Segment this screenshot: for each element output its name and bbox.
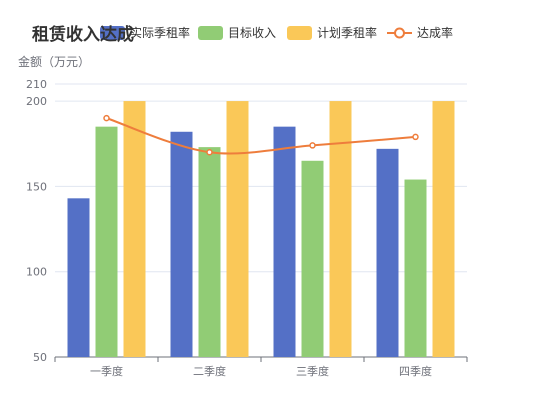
y-axis-title: 金额（万元） <box>18 54 90 69</box>
line-point[interactable] <box>206 149 213 156</box>
y-tick-label: 210 <box>26 78 47 91</box>
bar[interactable] <box>226 101 249 357</box>
legend-swatch <box>287 26 312 40</box>
bar[interactable] <box>273 126 296 357</box>
line-point[interactable] <box>412 133 419 141</box>
legend-swatch <box>100 26 125 40</box>
bar[interactable] <box>404 179 427 357</box>
legend-label: 目标收入 <box>228 26 276 40</box>
bar[interactable] <box>301 160 324 357</box>
legend-item[interactable]: 目标收入 <box>198 26 276 40</box>
bar[interactable] <box>329 101 352 357</box>
line-point[interactable] <box>103 114 110 122</box>
y-tick-label: 150 <box>26 180 47 193</box>
y-tick-label: 100 <box>26 266 47 279</box>
bar-series <box>67 101 455 357</box>
legend-label: 实际季租率 <box>130 25 190 40</box>
x-tick-label: 三季度 <box>296 364 329 378</box>
chart-title: 租赁收入达成 <box>32 24 134 45</box>
y-tick-label: 200 <box>26 95 47 108</box>
x-tick-label: 二季度 <box>193 364 226 378</box>
bar[interactable] <box>67 198 90 357</box>
x-tick-label: 一季度 <box>90 364 123 378</box>
legend-item[interactable]: 计划季租率 <box>287 25 377 40</box>
legend-item[interactable]: 达成率 <box>387 25 453 40</box>
legend-label: 达成率 <box>417 25 453 40</box>
bar[interactable] <box>170 131 193 357</box>
legend-label: 计划季租率 <box>317 25 377 40</box>
bar[interactable] <box>376 148 399 357</box>
line-point[interactable] <box>309 142 316 149</box>
legend[interactable]: 实际季租率 目标收入 计划季租率 达成率 <box>100 25 453 40</box>
y-tick-label: 50 <box>33 351 47 364</box>
bar[interactable] <box>95 126 118 357</box>
legend-marker <box>394 27 405 39</box>
legend-item[interactable]: 实际季租率 <box>100 25 190 40</box>
line-path <box>106 117 416 155</box>
line-series <box>103 114 419 156</box>
bar[interactable] <box>432 101 455 357</box>
bar[interactable] <box>123 101 146 357</box>
legend-swatch <box>198 26 223 40</box>
x-tick-label: 四季度 <box>399 364 432 378</box>
bar[interactable] <box>198 147 221 357</box>
